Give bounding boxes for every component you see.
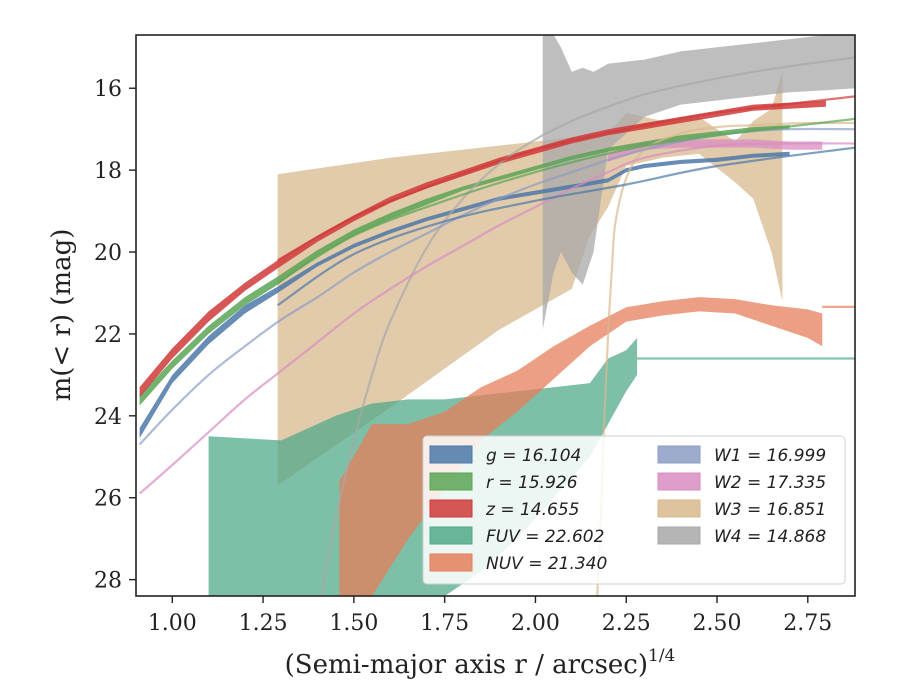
- legend-swatch-r: [429, 472, 473, 491]
- x-tick-label: 1.25: [239, 611, 288, 636]
- y-tick-label: 24: [94, 405, 122, 430]
- x-tick-label: 2.75: [783, 611, 832, 636]
- band-w4: [542, 35, 855, 330]
- legend-label-g: g = 16.104: [486, 446, 581, 466]
- line-g: [276, 146, 855, 307]
- y-tick-label: 20: [94, 241, 122, 266]
- legend-label-nuv: NUV = 21.340: [486, 554, 607, 574]
- line-w2: [138, 142, 855, 495]
- legend-label-fuv: FUV = 22.602: [486, 527, 604, 547]
- line-w3: [596, 121, 855, 596]
- y-axis-label: m(< r) (mag): [47, 229, 77, 402]
- legend-swatch-z: [429, 499, 473, 518]
- x-tick-label: 2.00: [511, 611, 560, 636]
- legend-label-w3: W3 = 16.851: [714, 500, 826, 520]
- legend-swatch-w4: [657, 526, 701, 545]
- line-r: [277, 117, 855, 284]
- y-tick-label: 22: [94, 323, 122, 348]
- x-tick-label: 2.25: [602, 611, 651, 636]
- x-tick-label: 1.00: [148, 611, 197, 636]
- legend-label-z: z = 14.655: [485, 500, 579, 520]
- legend-label-r: r = 15.926: [486, 473, 578, 493]
- y-tick-label: 26: [94, 487, 122, 512]
- x-axis-label: (Semi-major axis r / arcsec)1/4: [285, 646, 676, 680]
- legend-swatch-fuv: [429, 526, 473, 545]
- legend-label-w2: W2 = 17.335: [714, 473, 826, 493]
- legend-swatch-w3: [657, 499, 701, 518]
- y-tick-label: 28: [94, 569, 122, 594]
- legend: g = 16.104 r = 15.926 z = 14.655 FUV = 22.6…: [422, 435, 846, 585]
- y-axis: 16 18 20 22 24 26 28: [94, 77, 136, 594]
- legend-swatch-g: [429, 445, 473, 464]
- x-axis-label-text: (Semi-major axis r / arcsec): [285, 650, 648, 680]
- line-z: [277, 95, 855, 262]
- y-tick-label: 18: [94, 159, 122, 184]
- y-tick-label: 16: [94, 77, 122, 102]
- x-tick-label: 2.50: [693, 611, 742, 636]
- legend-label-w1: W1 = 16.999: [714, 446, 826, 466]
- plot-frame: [135, 34, 856, 597]
- x-axis: 1.00 1.25 1.50 1.75 2.00 2.25 2.50 2.75: [148, 596, 832, 636]
- legend-swatch-nuv: [429, 553, 473, 572]
- x-tick-label: 1.75: [420, 611, 469, 636]
- band-w3: [277, 71, 783, 486]
- x-tick-label: 1.50: [329, 611, 378, 636]
- legend-swatch-w2: [657, 472, 701, 491]
- x-axis-label-superscript: 1/4: [648, 646, 675, 666]
- legend-box: [422, 435, 846, 585]
- band-g: [139, 151, 790, 439]
- legend-label-w4: W4 = 14.868: [714, 527, 826, 547]
- legend-swatch-w1: [657, 445, 701, 464]
